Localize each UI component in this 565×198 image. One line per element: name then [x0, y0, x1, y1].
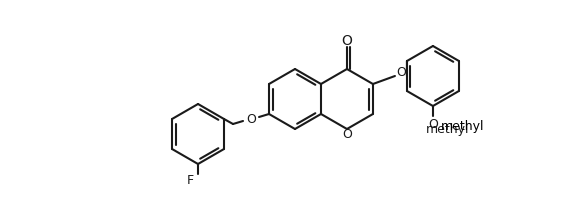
Text: O: O: [342, 129, 352, 142]
Text: methyl: methyl: [441, 120, 484, 133]
Text: methyl: methyl: [426, 124, 470, 136]
Text: F: F: [186, 173, 194, 187]
Text: O: O: [246, 112, 256, 126]
Text: O: O: [428, 117, 438, 130]
Text: O: O: [396, 66, 406, 78]
Text: O: O: [341, 34, 353, 48]
